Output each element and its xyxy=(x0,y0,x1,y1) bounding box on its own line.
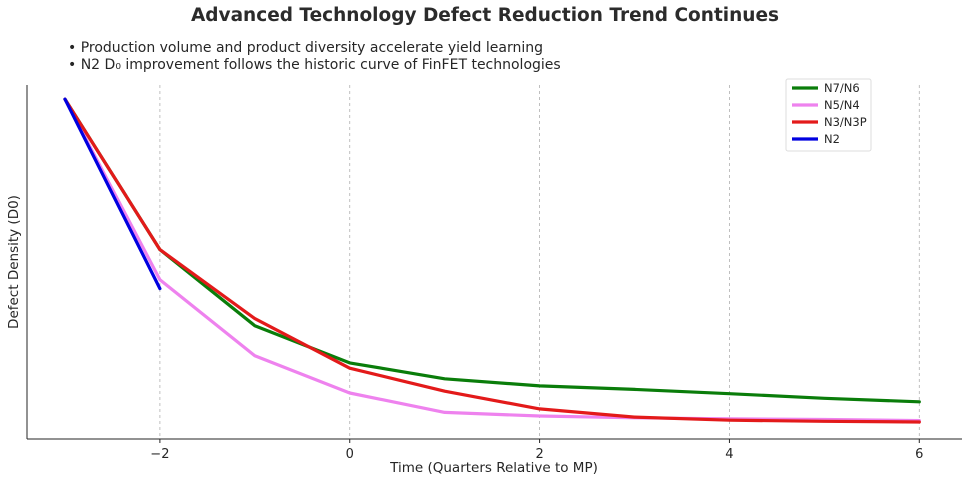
chart-title: Advanced Technology Defect Reduction Tre… xyxy=(190,5,780,26)
legend-box xyxy=(785,78,872,152)
series-line-n7-n6 xyxy=(63,97,921,404)
x-ticks: −2 0 2 4 6 xyxy=(150,439,923,462)
legend-entry: N7/N6 xyxy=(824,81,860,95)
series-lines xyxy=(63,97,921,424)
note-line-2: • N2 D₀ improvement follows the historic… xyxy=(68,57,561,73)
x-axis-label: Time (Quarters Relative to MP) xyxy=(389,460,598,476)
x-tick-label: −2 xyxy=(150,447,169,462)
x-tick-label: 2 xyxy=(535,447,543,462)
note-line-1: • Production volume and product diversit… xyxy=(68,40,543,56)
chart-notes: • Production volume and product diversit… xyxy=(68,40,561,74)
x-tick-label: 0 xyxy=(346,447,354,462)
series-line-n5-n4 xyxy=(63,97,921,423)
x-tick-label: 6 xyxy=(915,447,923,462)
series-line-n2 xyxy=(63,97,162,291)
legend-entry: N2 xyxy=(824,132,840,146)
legend-entry: N5/N4 xyxy=(824,98,860,112)
series-line-n3-n3p xyxy=(63,97,921,424)
x-tick-label: 4 xyxy=(725,447,733,462)
grid-lines xyxy=(159,85,920,439)
legend: N7/N6 N5/N4 N3/N3P N2 xyxy=(785,78,872,152)
y-axis-label: Defect Density (D0) xyxy=(6,195,22,329)
axes xyxy=(26,85,962,440)
legend-entry: N3/N3P xyxy=(824,115,867,129)
